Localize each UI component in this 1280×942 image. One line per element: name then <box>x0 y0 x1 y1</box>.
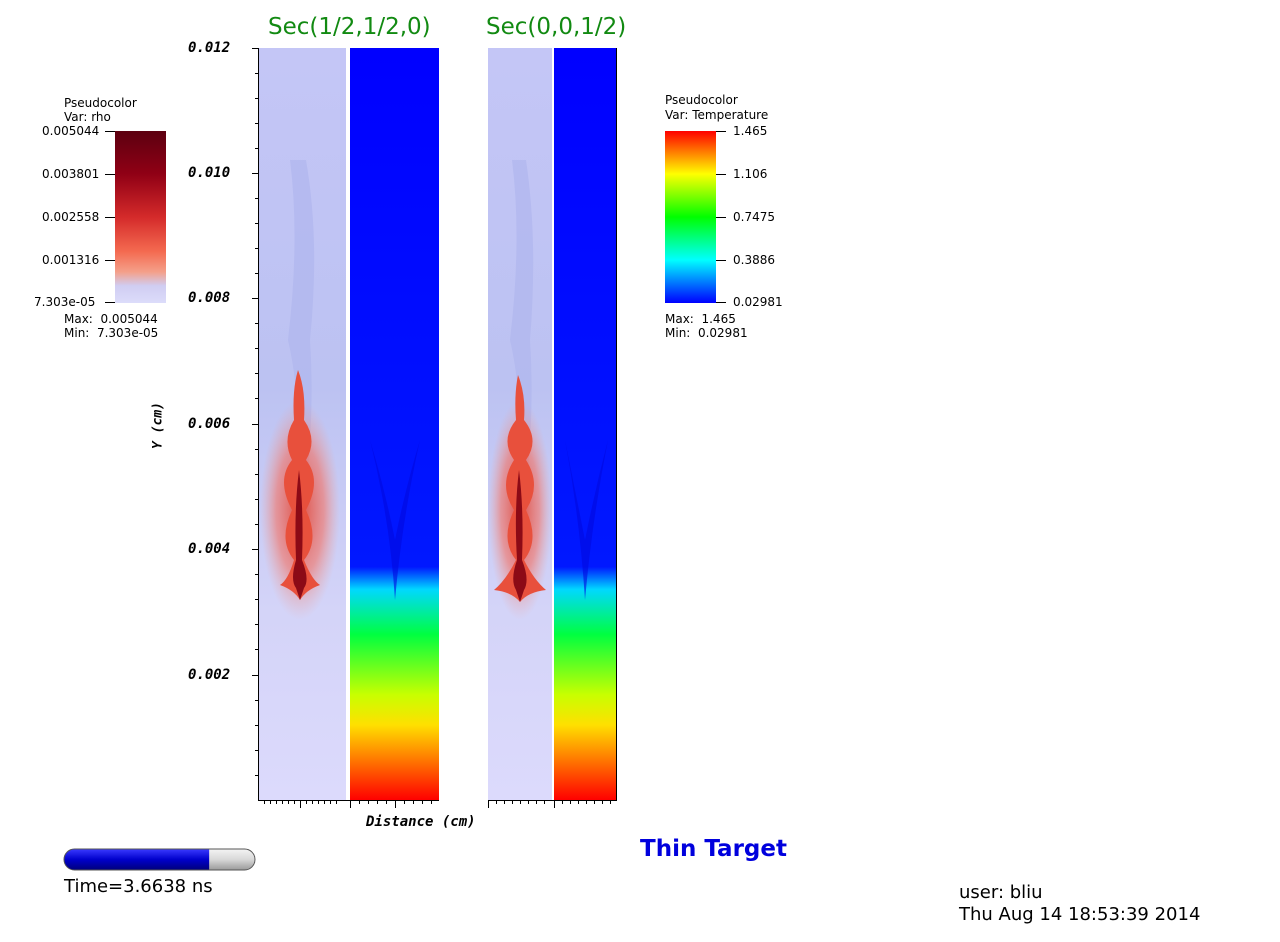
temp-tick-1: 1.106 <box>733 167 768 181</box>
rho-legend-var: Var: rho <box>64 110 111 124</box>
time-slider[interactable] <box>63 848 257 872</box>
rho-tick-3: 0.001316 <box>42 253 100 267</box>
rho-colorbar <box>105 131 166 303</box>
temp-tick-3: 0.3886 <box>733 253 775 267</box>
y-tick-4: 0.004 <box>188 541 231 557</box>
rho-min-label: Min: 7.303e-05 <box>64 326 159 340</box>
temp-colorbar <box>665 131 726 303</box>
rho-tick-1: 0.003801 <box>42 167 100 181</box>
temp-legend-var: Var: Temperature <box>665 108 769 122</box>
section-title-right: Sec(0,0,1/2) <box>486 14 627 40</box>
user-label: user: bliu <box>959 882 1043 903</box>
rho-tick-0: 0.005044 <box>42 124 100 138</box>
date-label: Thu Aug 14 18:53:39 2014 <box>959 904 1201 925</box>
plot-title: Thin Target <box>640 836 787 862</box>
temp-min-label: Min: 0.02981 <box>665 326 748 340</box>
rho-tick-2: 0.002558 <box>42 210 100 224</box>
time-label: Time=3.6638 ns <box>64 876 213 897</box>
temp-tick-4: 0.02981 <box>733 295 783 309</box>
y-tick-2: 0.008 <box>188 290 231 306</box>
temp-legend-type: Pseudocolor <box>665 93 738 107</box>
simulation-plot <box>252 48 617 808</box>
rho-legend-type: Pseudocolor <box>64 96 137 110</box>
y-tick-5: 0.002 <box>188 667 231 683</box>
temp-tick-0: 1.465 <box>733 124 768 138</box>
rho-tick-4: 7.303e-05 <box>34 295 96 309</box>
temp-tick-2: 0.7475 <box>733 210 775 224</box>
x-axis-label: Distance (cm) <box>366 814 476 830</box>
y-tick-1: 0.010 <box>188 165 231 181</box>
time-slider-fill <box>64 849 210 870</box>
section-title-left: Sec(1/2,1/2,0) <box>268 14 431 40</box>
rho-max-label: Max: 0.005044 <box>64 312 158 326</box>
temp-max-label: Max: 1.465 <box>665 312 736 326</box>
y-tick-0: 0.012 <box>188 40 231 56</box>
y-tick-3: 0.006 <box>188 416 231 432</box>
y-axis-label: Y (cm) <box>150 402 166 449</box>
